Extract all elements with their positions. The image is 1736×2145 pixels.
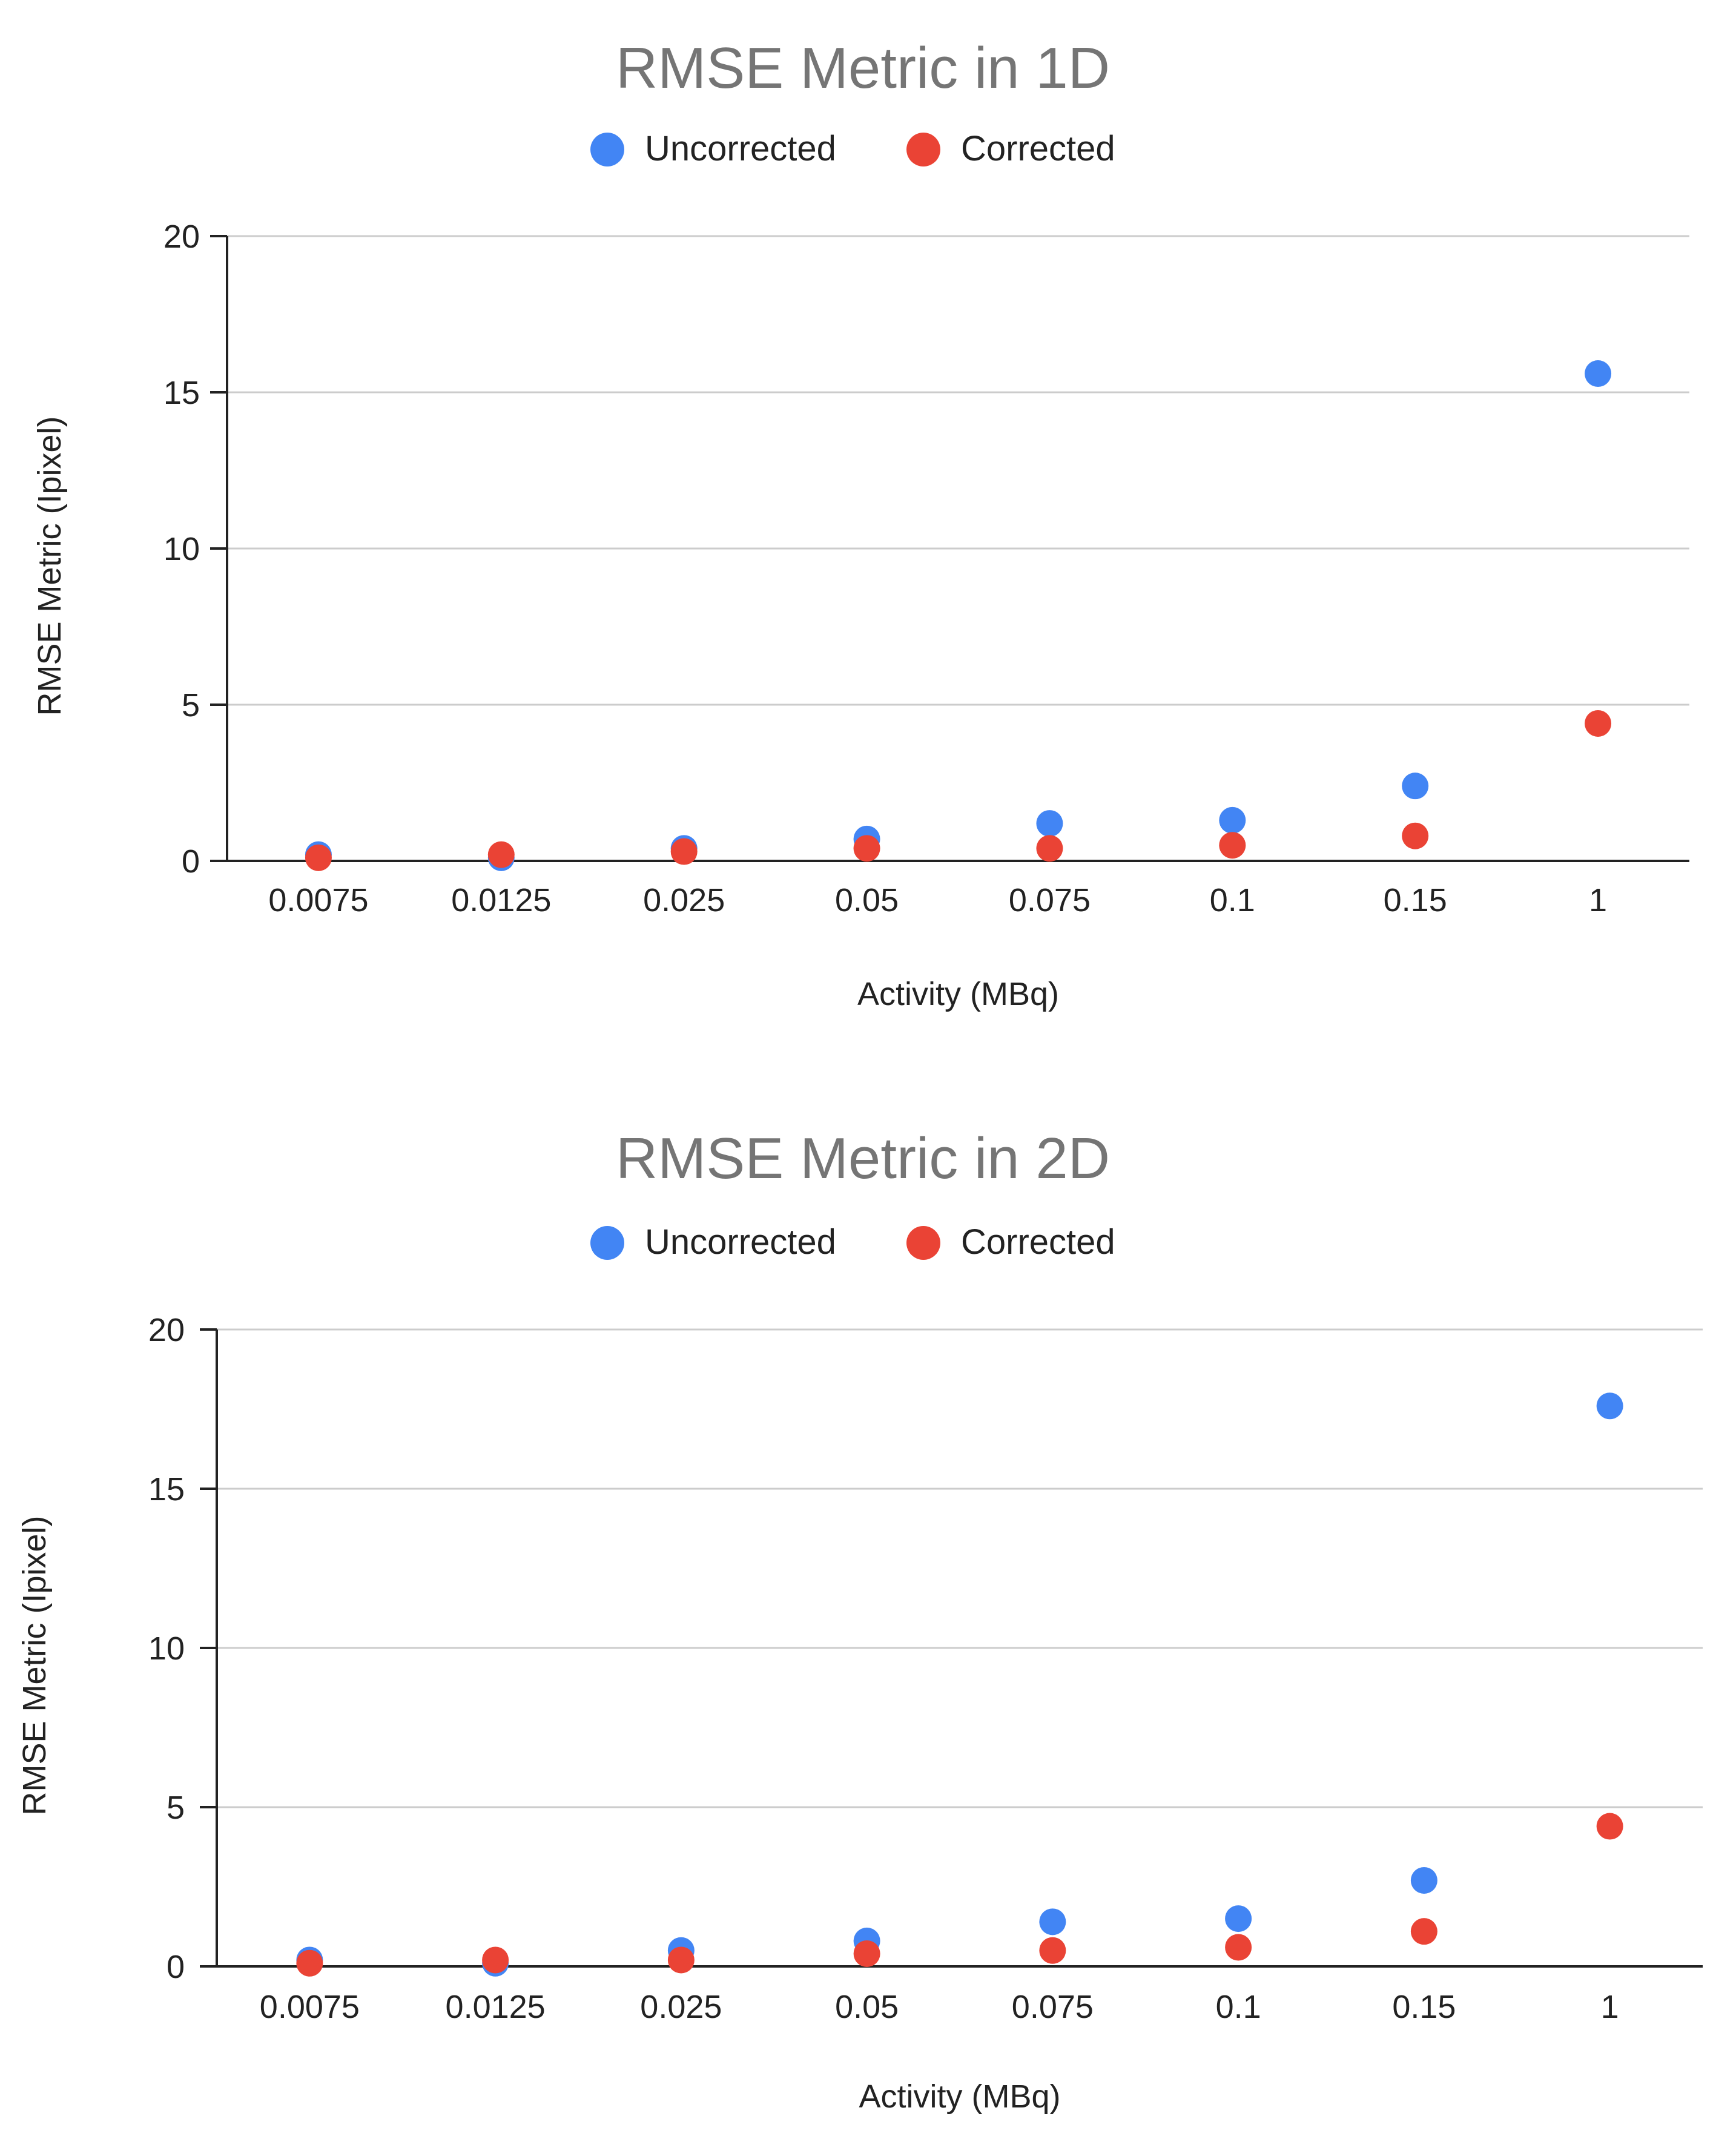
data-point-corrected-0.0125 (487, 841, 515, 868)
data-point-uncorrected-0.075 (1036, 810, 1063, 837)
series-uncorrected (305, 360, 1612, 871)
series-corrected (305, 710, 1612, 871)
x-tick-label: 0.075 (1009, 882, 1091, 918)
x-tick-label: 1 (1601, 1989, 1619, 2025)
data-point-corrected-0.0125 (482, 1946, 509, 1974)
y-axis-title: RMSE Metric (Ipixel) (16, 1515, 53, 1815)
x-axis-title: Activity (MBq) (859, 2078, 1060, 2115)
x-tick-label: 0.1 (1216, 1989, 1261, 2025)
legend-label: Uncorrected (645, 129, 836, 168)
chart-1d: RMSE Metric in 1D Uncorrected Corrected 0 5 1… (31, 36, 1689, 1012)
series-corrected (296, 1813, 1623, 1977)
x-tick-label: 0.0125 (451, 882, 551, 918)
y-tick-label: 20 (163, 219, 200, 255)
data-point-corrected-0.15 (1410, 1918, 1437, 1945)
x-tick-label: 0.025 (640, 1989, 722, 2025)
y-tick-label: 5 (182, 687, 200, 723)
data-point-corrected-0.0075 (305, 844, 332, 871)
data-point-corrected-1 (1585, 710, 1612, 737)
data-point-corrected-0.075 (1036, 835, 1063, 862)
legend-item-uncorrected: Uncorrected (590, 1222, 836, 1262)
legend-marker (590, 1226, 624, 1260)
y-tick-label: 15 (163, 375, 200, 411)
data-point-corrected-0.05 (853, 1940, 880, 1967)
x-tick-label: 0.15 (1384, 882, 1447, 918)
data-point-uncorrected-0.1 (1225, 1905, 1252, 1932)
x-tick-label: 0.15 (1392, 1989, 1456, 2025)
data-point-corrected-1 (1596, 1813, 1623, 1840)
legend-item-corrected: Corrected (906, 1222, 1115, 1262)
y-tick-label: 20 (148, 1312, 185, 1348)
x-tick-label: 0.075 (1012, 1989, 1094, 2025)
legend-item-uncorrected: Uncorrected (590, 129, 836, 168)
y-tick-label: 0 (167, 1949, 185, 1985)
series-uncorrected (296, 1392, 1623, 1977)
x-tick-label: 0.0075 (268, 882, 368, 918)
data-point-corrected-0.1 (1219, 832, 1246, 859)
data-point-corrected-0.075 (1039, 1937, 1066, 1964)
chart-title: RMSE Metric in 1D (616, 36, 1110, 100)
y-tick-label: 10 (163, 531, 200, 567)
chart-2d: RMSE Metric in 2D Uncorrected Corrected 0 5 1… (16, 1126, 1703, 2115)
data-point-corrected-0.025 (667, 1946, 695, 1974)
y-tick-label: 5 (167, 1790, 185, 1826)
legend-marker (906, 133, 940, 166)
x-tick-label: 0.0125 (446, 1989, 546, 2025)
legend-marker (906, 1226, 940, 1260)
data-point-uncorrected-0.15 (1410, 1867, 1437, 1894)
data-point-uncorrected-0.15 (1402, 773, 1429, 800)
x-tick-label: 0.05 (835, 882, 899, 918)
legend-item-corrected: Corrected (906, 129, 1115, 168)
legend-label: Uncorrected (645, 1222, 836, 1262)
y-tick-label: 0 (182, 843, 200, 880)
chart-title: RMSE Metric in 2D (616, 1126, 1110, 1191)
x-axis-title: Activity (MBq) (857, 976, 1059, 1012)
data-point-uncorrected-0.075 (1039, 1908, 1066, 1936)
data-point-uncorrected-1 (1585, 360, 1612, 387)
data-point-corrected-0.0075 (296, 1949, 323, 1977)
y-tick-label: 15 (148, 1471, 185, 1507)
data-point-corrected-0.1 (1225, 1934, 1252, 1961)
data-point-corrected-0.15 (1402, 822, 1429, 849)
y-axis-title: RMSE Metric (Ipixel) (31, 416, 68, 716)
data-point-uncorrected-0.1 (1219, 806, 1246, 834)
legend-label: Corrected (961, 129, 1115, 168)
legend-label: Corrected (961, 1222, 1115, 1262)
data-point-uncorrected-1 (1596, 1392, 1623, 1420)
x-tick-label: 0.025 (643, 882, 725, 918)
data-point-corrected-0.025 (670, 838, 698, 865)
legend-marker (590, 133, 624, 166)
y-tick-label: 10 (148, 1630, 185, 1667)
x-tick-label: 0.1 (1210, 882, 1255, 918)
x-tick-label: 1 (1589, 882, 1607, 918)
x-tick-label: 0.0075 (260, 1989, 360, 2025)
data-point-corrected-0.05 (853, 835, 880, 862)
x-tick-label: 0.05 (835, 1989, 899, 2025)
